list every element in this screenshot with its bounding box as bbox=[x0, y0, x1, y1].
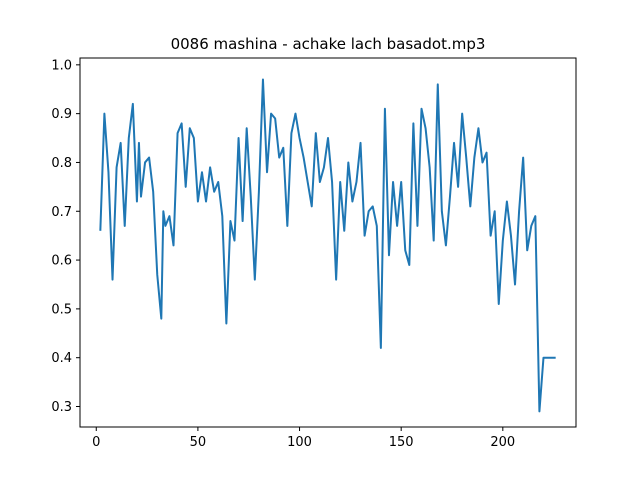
y-tick-label: 0.4 bbox=[51, 351, 72, 366]
y-axis: 0.3 0.4 0.5 0.6 0.7 0.8 0.9 1.0 bbox=[51, 58, 80, 415]
x-tick-label: 100 bbox=[287, 435, 312, 450]
y-tick-label: 0.7 bbox=[51, 205, 72, 220]
y-tick-label: 0.5 bbox=[51, 302, 72, 317]
x-tick-label: 50 bbox=[190, 435, 207, 450]
x-axis: 0 50 100 150 200 bbox=[92, 427, 515, 450]
x-tick-label: 200 bbox=[490, 435, 515, 450]
y-tick-label: 0.3 bbox=[51, 400, 72, 415]
y-tick-label: 1.0 bbox=[51, 58, 72, 73]
plot-frame bbox=[79, 57, 577, 428]
y-tick-label: 0.8 bbox=[51, 156, 72, 171]
x-tick-label: 0 bbox=[92, 435, 100, 450]
y-tick-label: 0.9 bbox=[51, 107, 72, 122]
y-tick-label: 0.6 bbox=[51, 254, 72, 269]
x-tick-label: 150 bbox=[389, 435, 414, 450]
chart-title: 0086 mashina - achake lach basadot.mp3 bbox=[171, 35, 486, 53]
series-line bbox=[99, 78, 556, 413]
